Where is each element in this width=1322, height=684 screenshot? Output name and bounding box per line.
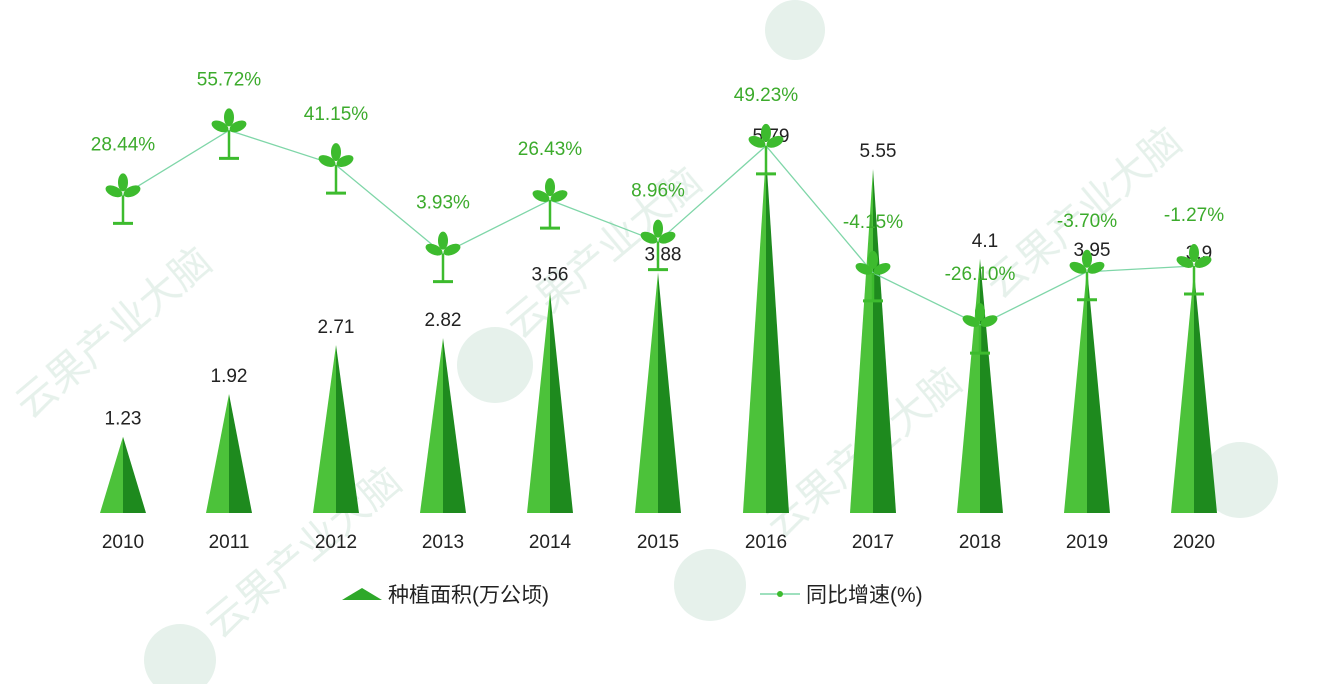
x-tick-label: 2016 bbox=[745, 532, 787, 553]
bar-left-face bbox=[206, 393, 229, 513]
sprout-marker-icon bbox=[211, 108, 247, 160]
bar-left-face bbox=[527, 292, 550, 513]
bar-left-face bbox=[957, 258, 980, 513]
bar-right-face bbox=[1087, 268, 1110, 513]
bar bbox=[743, 154, 789, 513]
bar-value-label: 4.1 bbox=[972, 231, 998, 252]
growth-value-label: 41.15% bbox=[304, 104, 369, 125]
growth-value-label: 28.44% bbox=[91, 134, 156, 155]
bar-left-face bbox=[635, 272, 658, 513]
legend-bar-icon bbox=[342, 588, 382, 600]
growth-value-label: -1.27% bbox=[1164, 205, 1224, 226]
growth-value-label: 49.23% bbox=[734, 85, 799, 106]
growth-value-label: 55.72% bbox=[197, 69, 262, 90]
bar-value-label: 1.92 bbox=[211, 366, 248, 387]
x-tick-label: 2017 bbox=[852, 532, 894, 553]
bar-value-label: 2.82 bbox=[425, 310, 462, 331]
bar-value-label: 3.56 bbox=[532, 264, 569, 285]
bar-right-face bbox=[1194, 271, 1217, 513]
sprout-marker-icon bbox=[318, 143, 354, 195]
bar-right-face bbox=[443, 338, 466, 513]
bar-left-face bbox=[1064, 268, 1087, 513]
sprout-marker-icon bbox=[425, 231, 461, 284]
bar-value-label: 5.55 bbox=[860, 141, 897, 162]
bar bbox=[1064, 268, 1110, 513]
growth-value-label: 8.96% bbox=[631, 181, 685, 202]
bar bbox=[313, 344, 359, 513]
sprout-marker-icon bbox=[748, 123, 784, 176]
bar-right-face bbox=[873, 168, 896, 513]
bar-left-face bbox=[420, 338, 443, 513]
x-tick-label: 2010 bbox=[102, 532, 144, 553]
sprout-marker-icon bbox=[962, 303, 998, 355]
growth-value-label: -26.10% bbox=[945, 264, 1016, 285]
sprout-marker-icon bbox=[1069, 249, 1105, 302]
bar-value-label: 3.95 bbox=[1074, 240, 1111, 261]
bar bbox=[206, 393, 252, 513]
x-tick-label: 2012 bbox=[315, 532, 357, 553]
bar-right-face bbox=[550, 292, 573, 513]
svg-text:云果产业大脑: 云果产业大脑 bbox=[8, 239, 220, 427]
bar-right-face bbox=[123, 436, 146, 513]
bar-value-label: 3.88 bbox=[645, 244, 682, 265]
bar-value-label: 1.23 bbox=[105, 409, 142, 430]
x-tick-label: 2020 bbox=[1173, 532, 1215, 553]
sprout-marker-icon bbox=[105, 173, 141, 225]
bar-left-face bbox=[100, 436, 123, 513]
bar-right-face bbox=[229, 393, 252, 513]
bar bbox=[1171, 271, 1217, 513]
sprout-marker-icon bbox=[855, 250, 891, 303]
bar bbox=[420, 338, 466, 513]
x-tick-label: 2013 bbox=[422, 532, 464, 553]
x-tick-label: 2018 bbox=[959, 532, 1001, 553]
bar bbox=[100, 436, 146, 513]
sprout-marker-icon bbox=[640, 219, 676, 272]
growth-value-label: -4.15% bbox=[843, 212, 903, 233]
bar-right-face bbox=[658, 272, 681, 513]
bar-right-face bbox=[336, 344, 359, 513]
sprout-marker-icon bbox=[1176, 244, 1212, 296]
growth-value-label: 3.93% bbox=[416, 193, 470, 214]
sprout-marker-icon bbox=[532, 178, 568, 230]
bar-value-label: 2.71 bbox=[318, 317, 355, 338]
bar-right-face bbox=[766, 154, 789, 513]
growth-value-label: -3.70% bbox=[1057, 211, 1117, 232]
x-tick-label: 2011 bbox=[209, 532, 250, 553]
bar-right-face bbox=[980, 258, 1003, 513]
x-tick-label: 2015 bbox=[637, 532, 679, 553]
bar-left-face bbox=[313, 344, 336, 513]
bar bbox=[850, 168, 896, 513]
bar bbox=[635, 272, 681, 513]
bar-left-face bbox=[1171, 271, 1194, 513]
bar bbox=[527, 292, 573, 513]
bar bbox=[957, 258, 1003, 513]
bar-left-face bbox=[850, 168, 873, 513]
legend-line-label: 同比增速(%) bbox=[806, 584, 923, 607]
legend-line-marker-icon bbox=[777, 591, 783, 597]
legend-bar-label: 种植面积(万公顷) bbox=[388, 584, 549, 607]
growth-value-label: 26.43% bbox=[518, 139, 583, 160]
x-tick-label: 2014 bbox=[529, 532, 572, 553]
bar-left-face bbox=[743, 154, 766, 513]
legend: 种植面积(万公顷) 同比增速(%) bbox=[342, 584, 923, 607]
x-tick-label: 2019 bbox=[1066, 532, 1108, 553]
